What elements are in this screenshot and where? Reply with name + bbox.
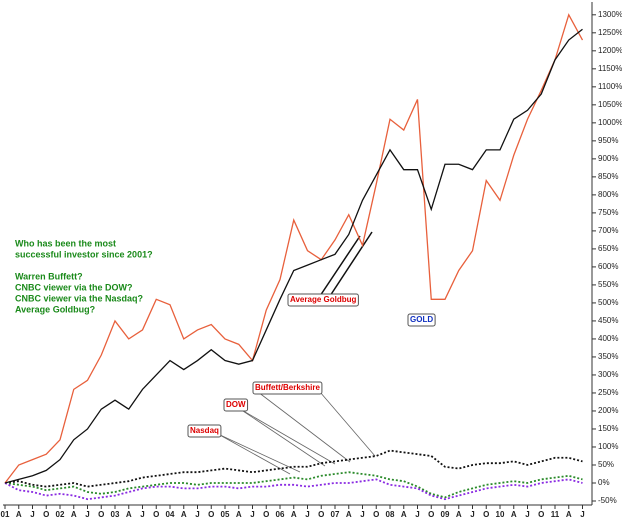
y-tick-label: 1300% <box>598 10 622 19</box>
y-tick-label: 200% <box>598 406 618 415</box>
annotation-line: successful investor since 2001? <box>15 249 153 259</box>
x-tick-label: A <box>346 510 352 519</box>
y-tick-label: 550% <box>598 280 618 289</box>
x-tick-label: A <box>181 510 187 519</box>
y-tick-label: 600% <box>598 262 618 271</box>
x-tick-label: A <box>126 510 132 519</box>
annotation-line: CNBC viewer via the DOW? <box>15 282 133 292</box>
y-tick-label: 450% <box>598 316 618 325</box>
y-tick-label: 950% <box>598 136 618 145</box>
y-tick-label: 1200% <box>598 46 622 55</box>
x-tick-label: J <box>470 510 474 519</box>
x-tick-label: O <box>483 510 489 519</box>
y-tick-label: 750% <box>598 208 618 217</box>
annotation-line: Who has been the most <box>15 238 116 248</box>
x-tick-label: A <box>401 510 407 519</box>
series-label-text: GOLD <box>410 315 433 324</box>
x-tick-label: 11 <box>551 510 560 519</box>
x-tick-label: J <box>525 510 529 519</box>
series-line <box>4 13 584 484</box>
y-tick-label: 250% <box>598 388 618 397</box>
series-label-text: Average Goldbug <box>290 295 356 304</box>
x-tick-label: J <box>85 510 89 519</box>
y-tick-label: 400% <box>598 334 618 343</box>
x-tick-label: J <box>140 510 144 519</box>
x-tick-label: O <box>428 510 434 519</box>
series-line <box>4 449 583 488</box>
x-tick-label: A <box>71 510 77 519</box>
x-tick-label: O <box>538 510 544 519</box>
annotation-line: Average Goldbug? <box>15 304 95 314</box>
series-label: GOLD <box>407 313 436 327</box>
x-tick-label: 09 <box>441 510 450 519</box>
y-tick-label: 500% <box>598 298 618 307</box>
series-label: Buffett/Berkshire <box>252 381 323 395</box>
series-line <box>4 471 583 499</box>
x-tick-label: J <box>360 510 364 519</box>
x-tick-label: A <box>236 510 242 519</box>
series-label-text: Nasdaq <box>190 426 219 435</box>
series-label: DOW <box>223 398 249 412</box>
x-tick-label: O <box>263 510 269 519</box>
y-tick-label: 1000% <box>598 118 622 127</box>
x-tick-label: A <box>291 510 297 519</box>
x-tick-label: O <box>153 510 159 519</box>
x-tick-label: J <box>415 510 419 519</box>
x-tick-label: O <box>373 510 379 519</box>
series-line <box>4 478 583 501</box>
x-tick-label: O <box>318 510 324 519</box>
y-tick-label: 300% <box>598 370 618 379</box>
y-tick-label: 0% <box>598 478 610 487</box>
y-tick-label: -50% <box>598 496 617 505</box>
x-tick-label: J <box>305 510 309 519</box>
annotation-line: CNBC viewer via the Nasdaq? <box>15 293 143 303</box>
x-tick-label: 07 <box>331 510 340 519</box>
y-tick-label: 1050% <box>598 100 622 109</box>
x-tick-label: J <box>580 510 584 519</box>
y-tick-label: 1100% <box>598 82 622 91</box>
series-label-box <box>252 381 323 395</box>
x-tick-label: 01 <box>1 510 10 519</box>
x-tick-label: 08 <box>386 510 395 519</box>
annotation-line: Warren Buffett? <box>15 271 83 281</box>
y-tick-label: 800% <box>598 190 618 199</box>
y-tick-label: 50% <box>598 460 614 469</box>
series-label-text: DOW <box>226 400 246 409</box>
x-tick-label: A <box>511 510 517 519</box>
series-label-text: Buffett/Berkshire <box>255 383 320 392</box>
y-tick-label: 900% <box>598 154 618 163</box>
y-tick-label: 850% <box>598 172 618 181</box>
x-tick-label: 02 <box>56 510 65 519</box>
series-label-box <box>287 293 359 307</box>
x-tick-label: O <box>208 510 214 519</box>
x-tick-label: J <box>250 510 254 519</box>
x-tick-label: O <box>98 510 104 519</box>
x-tick-label: 10 <box>496 510 505 519</box>
x-tick-label: 04 <box>166 510 175 519</box>
x-tick-label: A <box>566 510 572 519</box>
x-tick-label: 06 <box>276 510 285 519</box>
y-tick-label: 1150% <box>598 64 622 73</box>
x-tick-label: J <box>195 510 199 519</box>
x-tick-label: 03 <box>111 510 120 519</box>
y-tick-label: 150% <box>598 424 618 433</box>
series-label: Average Goldbug <box>287 293 359 307</box>
x-tick-label: A <box>456 510 462 519</box>
x-tick-label: O <box>43 510 49 519</box>
series-label-box <box>223 398 249 412</box>
series-label: Nasdaq <box>187 424 222 438</box>
y-tick-label: 1250% <box>598 28 622 37</box>
x-tick-label: A <box>16 510 22 519</box>
y-tick-label: 100% <box>598 442 618 451</box>
y-tick-label: 350% <box>598 352 618 361</box>
series-label-box <box>187 424 222 438</box>
x-tick-label: J <box>30 510 34 519</box>
series-line <box>4 28 583 484</box>
y-tick-label: 650% <box>598 244 618 253</box>
series-label-box <box>407 313 436 327</box>
y-tick-label: 700% <box>598 226 618 235</box>
x-tick-label: 05 <box>221 510 230 519</box>
callouts <box>217 231 376 475</box>
